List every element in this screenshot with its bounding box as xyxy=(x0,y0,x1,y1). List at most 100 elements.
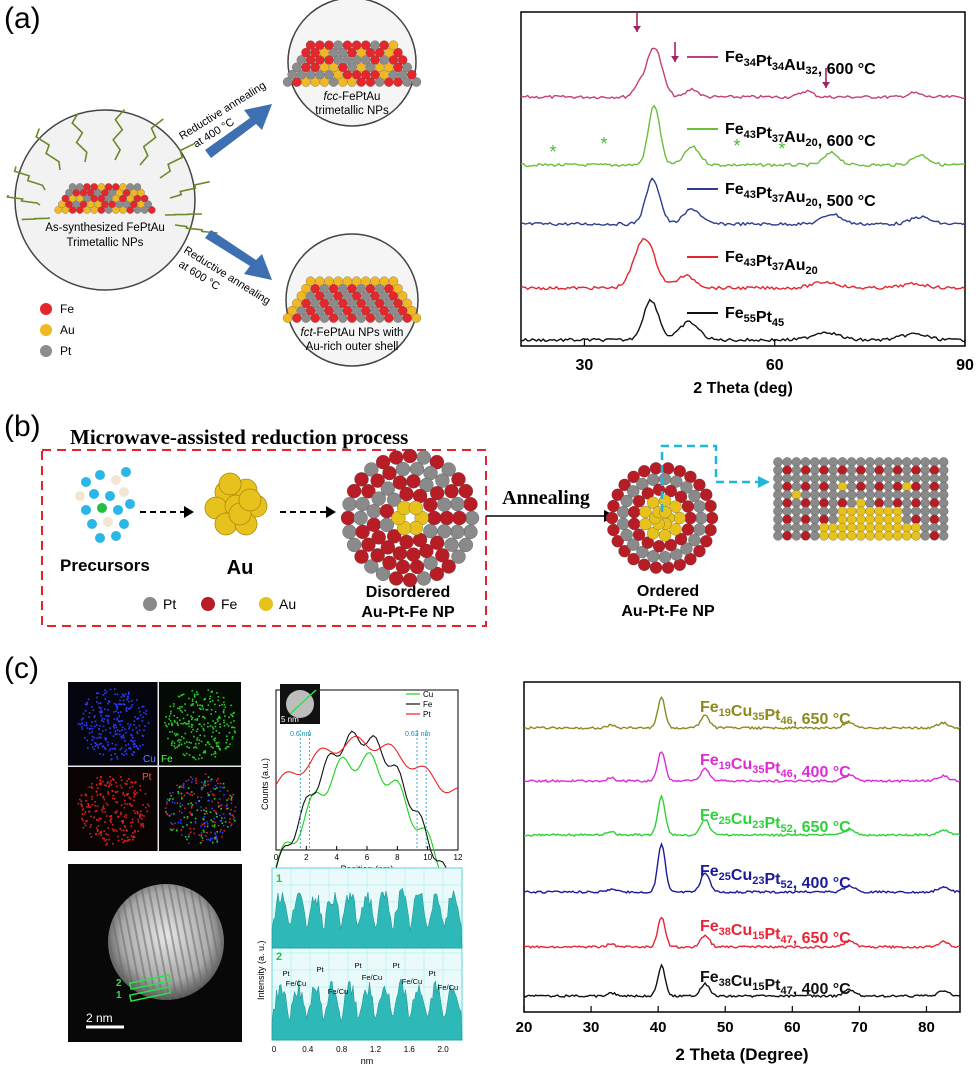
ligands xyxy=(6,108,218,234)
intensity-trace-1 xyxy=(271,887,463,949)
eds-dot xyxy=(79,723,82,726)
eds-dot xyxy=(116,729,119,731)
eds-dot xyxy=(116,810,118,812)
eds-dot xyxy=(212,731,214,734)
peak-label-1: Fe/Cu xyxy=(286,979,306,988)
eds-dot xyxy=(181,796,183,798)
xrd-a-trace-3 xyxy=(520,237,966,291)
lattice-atom xyxy=(856,481,866,492)
eds-dot xyxy=(201,705,204,708)
eds-dot xyxy=(96,696,98,699)
start-np-atoms xyxy=(54,183,156,214)
eds-dot xyxy=(125,731,127,734)
lattice-atom xyxy=(782,514,792,525)
eds-dot xyxy=(141,814,143,817)
eds-dot xyxy=(193,757,195,759)
eds-dot xyxy=(196,739,198,741)
fct-atom xyxy=(342,276,353,286)
eds-dot xyxy=(127,839,130,841)
eds-dot xyxy=(199,754,201,756)
eds-dot xyxy=(118,715,120,717)
eds-dot xyxy=(107,702,109,705)
lattice-atom xyxy=(883,498,894,508)
lattice-atom xyxy=(846,522,857,533)
eds-dot xyxy=(230,798,233,800)
eds-dot xyxy=(112,794,115,797)
eds-dot xyxy=(183,721,186,724)
fcc-atom xyxy=(305,40,316,50)
eds-dot xyxy=(211,800,213,803)
eds-dot xyxy=(99,793,102,795)
eds-dot xyxy=(173,745,176,747)
eds-dot xyxy=(119,699,121,702)
lattice-atom xyxy=(837,514,848,525)
eds-dot xyxy=(82,827,85,829)
eds-dot xyxy=(89,728,91,730)
eds-dot xyxy=(142,824,145,827)
eds-dot xyxy=(210,745,213,748)
eds-dot xyxy=(114,733,117,735)
eds-dot xyxy=(179,805,182,808)
legend-b-au: Au xyxy=(279,596,296,612)
eds-dot xyxy=(142,804,144,806)
eds-dot xyxy=(134,782,136,784)
int-tick-label-5: 2.0 xyxy=(438,1045,450,1054)
eds-dot xyxy=(207,722,209,724)
eds-dot xyxy=(180,829,182,831)
xrd-c-tick-label-1: 30 xyxy=(583,1019,600,1036)
eds-dot xyxy=(121,726,124,729)
eds-dot xyxy=(131,821,134,823)
eds-dot xyxy=(208,838,210,841)
eds-dot xyxy=(104,784,106,786)
xrd-a-arrow-head-0 xyxy=(633,26,641,32)
eds-dot xyxy=(204,744,207,746)
eds-dot xyxy=(115,703,118,706)
eds-dot xyxy=(229,812,231,815)
eds-dot xyxy=(187,792,190,795)
eds-dot xyxy=(133,751,136,754)
eds-dot xyxy=(214,739,216,742)
eds-dot xyxy=(110,815,113,818)
eds-dot xyxy=(97,744,99,747)
eds-dot xyxy=(139,784,141,787)
eds-dot xyxy=(180,834,183,836)
lattice-atom xyxy=(819,514,829,525)
eds-dot xyxy=(219,814,221,817)
eds-dot xyxy=(124,799,126,802)
eds-dot xyxy=(139,810,142,812)
eds-dot xyxy=(212,747,214,749)
precursor-dots xyxy=(75,467,135,543)
eds-dot xyxy=(87,698,90,701)
eds-dot xyxy=(110,758,112,761)
eds-dot xyxy=(224,747,227,750)
eds-dot xyxy=(211,837,213,840)
ordered-atom xyxy=(627,538,640,551)
disordered-atom xyxy=(382,465,397,481)
xrd-c-trace-4 xyxy=(523,916,961,950)
linescan-inset-line xyxy=(289,689,317,715)
eds-dot xyxy=(191,716,194,719)
eds-dot xyxy=(228,716,230,719)
eds-dot xyxy=(132,729,134,731)
disordered-label-1: Disordered xyxy=(366,584,450,601)
lattice-atom xyxy=(773,457,783,467)
lattice-atom xyxy=(800,465,811,475)
eds-dot xyxy=(126,803,129,806)
eds-dot xyxy=(200,834,203,836)
eds-dot xyxy=(90,815,92,818)
eds-dot xyxy=(167,737,169,740)
eds-dot xyxy=(189,831,192,833)
eds-dot xyxy=(124,744,127,747)
eds-dot xyxy=(173,812,175,815)
eds-dot xyxy=(204,825,206,828)
eds-dot xyxy=(105,843,107,846)
eds-dot xyxy=(186,746,188,748)
disordered-atom xyxy=(361,537,376,552)
disordered-atom xyxy=(346,483,362,499)
eds-dot xyxy=(195,701,198,704)
linescan-legend: Cu Fe Pt xyxy=(406,690,433,719)
eds-dot xyxy=(109,782,111,784)
eds-dot xyxy=(103,798,106,801)
start-label-1: As-synthesized FePtAu xyxy=(45,222,165,234)
ordered-atom xyxy=(617,517,630,530)
